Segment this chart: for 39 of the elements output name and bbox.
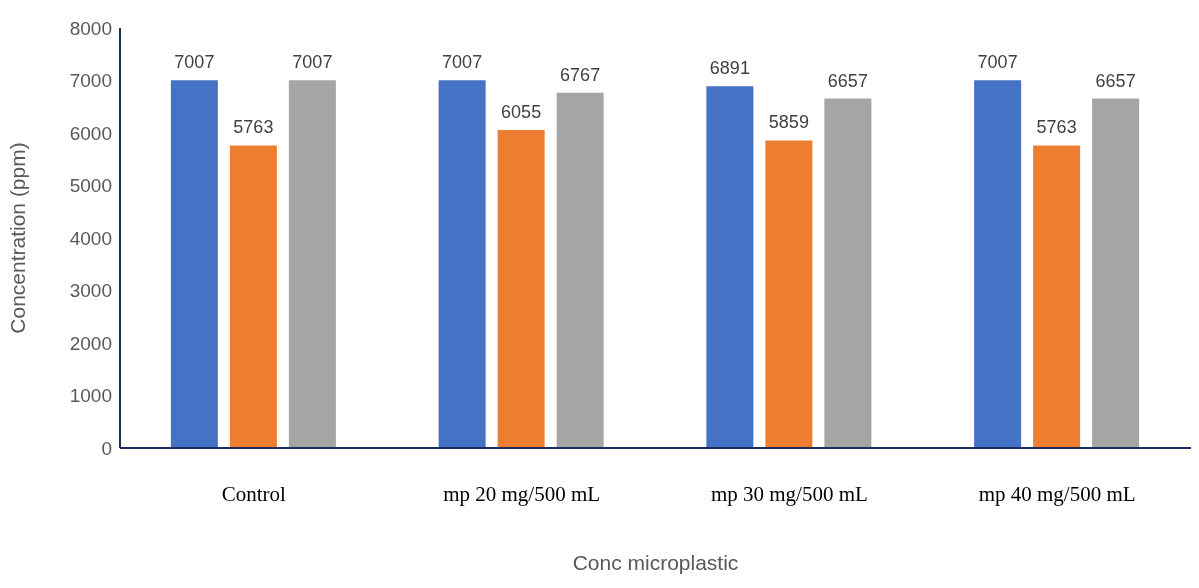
y-axis-title: Concentration (ppm) (6, 142, 30, 334)
bar (765, 140, 813, 448)
x-tick-label: mp 40 mg/500 mL (978, 481, 1136, 506)
y-tick-label: 7000 (69, 70, 112, 92)
y-tick-label: 5000 (69, 175, 112, 197)
x-tick-label: Control (221, 481, 287, 506)
bar (229, 145, 277, 448)
bar (438, 80, 486, 448)
bar (170, 80, 218, 448)
bar (497, 130, 545, 448)
y-tick-label: 1000 (69, 385, 112, 407)
data-label: 7007 (292, 52, 333, 73)
x-tick-label: mp 20 mg/500 mL (443, 481, 601, 506)
y-tick-label: 8000 (69, 17, 112, 39)
y-tick-label: 4000 (69, 227, 112, 249)
data-label: 6657 (1095, 70, 1136, 91)
x-axis-title: Conc microplastic (572, 551, 739, 574)
data-label: 6055 (501, 102, 542, 123)
bar (706, 86, 754, 448)
data-label: 6891 (709, 58, 750, 79)
y-tick-label: 3000 (69, 280, 112, 302)
bar (1033, 145, 1081, 448)
bar (288, 80, 336, 448)
bar (974, 80, 1022, 448)
data-label: 5763 (233, 117, 274, 138)
data-label: 7007 (174, 52, 215, 73)
data-label: 5763 (1036, 117, 1077, 138)
bar (1092, 98, 1140, 448)
bar (556, 92, 604, 448)
y-tick-label: 0 (101, 437, 112, 459)
bar (824, 98, 872, 448)
data-label: 5859 (768, 112, 809, 133)
data-label: 7007 (977, 52, 1018, 73)
data-label: 6657 (827, 70, 868, 91)
x-tick-label: mp 30 mg/500 mL (710, 481, 868, 506)
y-tick-label: 6000 (69, 122, 112, 144)
y-tick-label: 2000 (69, 332, 112, 354)
data-label: 6767 (560, 64, 601, 85)
data-label: 7007 (442, 52, 483, 73)
